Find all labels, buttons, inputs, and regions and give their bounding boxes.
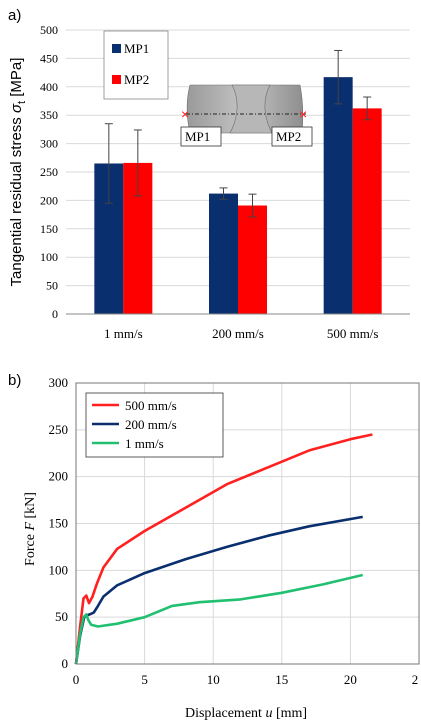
y-axis-label-b: Force F [kN]	[23, 492, 38, 566]
x-categories-a: 1 mm/s 200 mm/s 500 mm/s	[104, 326, 378, 341]
left-cross-marker: ×	[181, 106, 189, 122]
y-tick-label: 250	[49, 422, 69, 437]
x-tick-label: 20	[344, 672, 357, 687]
x-axis-label-b: Displacement u [mm]	[185, 706, 307, 721]
legend-label-500: 500 mm/s	[125, 398, 177, 413]
legend-label-1: 1 mm/s	[125, 436, 164, 451]
x-category-label: 1 mm/s	[104, 326, 143, 341]
x-tick-label: 2	[412, 672, 419, 687]
chart-a: 0 50 100 150 200 250 300 350 400 450 500 1 mm/s 200…	[8, 23, 410, 341]
series-line-1	[74, 515, 363, 665]
legend-b: 500 mm/s 200 mm/s 1 mm/s	[85, 392, 224, 458]
y-tick-label: 300	[40, 137, 58, 151]
x-category-label: 200 mm/s	[212, 326, 264, 341]
y-tick-label: 300	[49, 375, 69, 390]
y-tick-label: 250	[40, 165, 58, 179]
y-tick-label: 400	[40, 80, 58, 94]
y-tick-label: 100	[40, 250, 58, 264]
legend-swatch-mp2	[112, 75, 121, 84]
y-tick-label: 150	[40, 222, 58, 236]
y-tick-label: 150	[49, 516, 69, 531]
y-tick-label: 500	[40, 23, 58, 37]
series-line-2	[74, 573, 363, 665]
y-tick-label: 200	[40, 193, 58, 207]
inset-label-mp1: MP1	[185, 129, 210, 144]
panel-b-label: b)	[8, 372, 21, 389]
inset-box-mp2	[271, 126, 313, 147]
legend-label-mp1: MP1	[124, 41, 149, 56]
legend-swatch-mp1	[112, 44, 121, 53]
legend-label-200: 200 mm/s	[125, 417, 177, 432]
x-tick-label: 5	[141, 672, 148, 687]
bar-mp2-2	[352, 108, 382, 314]
y-tick-label: 100	[49, 562, 69, 577]
y-tick-label: 0	[52, 307, 58, 321]
x-tick-label: 0	[73, 672, 80, 687]
legend-box-a	[103, 30, 169, 100]
y-tick-label: 200	[49, 469, 69, 484]
y-tick-label: 50	[55, 609, 68, 624]
y-ticks-a: 0 50 100 150 200 250 300 350 400 450 500	[40, 23, 58, 321]
plot-frame-b	[75, 382, 420, 665]
inset-specimen-image: × × MP1 MP2	[180, 84, 313, 147]
y-axis-label-a: Tangential residual stress σt [MPa]	[8, 58, 28, 287]
y-tick-label: 350	[40, 108, 58, 122]
bar-mp2-1	[238, 205, 267, 314]
panel-a-label: a)	[8, 7, 21, 24]
y-tick-label: 0	[62, 656, 69, 671]
bar-mp1-2	[323, 77, 353, 314]
lines-b	[74, 433, 373, 665]
series-line-0	[74, 433, 373, 665]
y-tick-label: 450	[40, 51, 58, 65]
x-category-label: 500 mm/s	[327, 326, 379, 341]
inset-box-mp1	[180, 126, 222, 147]
x-tick-label: 15	[275, 672, 288, 687]
y-tick-label: 50	[46, 279, 58, 293]
bars-a	[94, 49, 382, 314]
legend-a: MP1 MP2	[103, 30, 169, 100]
right-cross-marker: ×	[299, 106, 307, 122]
x-tick-label: 10	[207, 672, 220, 687]
bar-mp1-1	[209, 193, 238, 314]
inset-label-mp2: MP2	[276, 129, 301, 144]
legend-label-mp2: MP2	[124, 72, 149, 87]
